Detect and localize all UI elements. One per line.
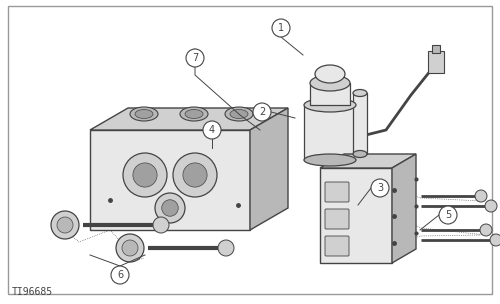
FancyBboxPatch shape <box>325 182 349 202</box>
Circle shape <box>218 240 234 256</box>
FancyBboxPatch shape <box>325 209 349 229</box>
Polygon shape <box>392 154 416 263</box>
Text: 4: 4 <box>209 125 215 135</box>
Circle shape <box>371 179 389 197</box>
Circle shape <box>51 211 79 239</box>
Circle shape <box>155 193 185 223</box>
Bar <box>304 105 356 160</box>
Circle shape <box>186 49 204 67</box>
Ellipse shape <box>353 150 367 157</box>
Ellipse shape <box>180 107 208 121</box>
Text: 2: 2 <box>259 107 265 117</box>
Ellipse shape <box>353 89 367 96</box>
Circle shape <box>183 163 207 187</box>
Ellipse shape <box>310 75 350 91</box>
Text: 3: 3 <box>377 183 383 193</box>
Circle shape <box>123 153 167 197</box>
Ellipse shape <box>230 109 248 119</box>
Ellipse shape <box>185 109 203 119</box>
Circle shape <box>173 153 217 197</box>
Circle shape <box>116 234 144 262</box>
Bar <box>428 51 444 73</box>
Circle shape <box>490 234 500 246</box>
Circle shape <box>162 200 178 216</box>
Bar <box>432 45 440 53</box>
Circle shape <box>439 206 457 224</box>
Ellipse shape <box>304 98 356 112</box>
Circle shape <box>133 163 157 187</box>
Circle shape <box>485 200 497 212</box>
Bar <box>353 93 367 154</box>
Ellipse shape <box>304 154 356 166</box>
Circle shape <box>153 217 169 233</box>
Ellipse shape <box>135 109 153 119</box>
Circle shape <box>272 19 290 37</box>
Text: 1: 1 <box>278 23 284 33</box>
Text: 6: 6 <box>117 270 123 280</box>
Circle shape <box>475 190 487 202</box>
Circle shape <box>57 217 73 233</box>
Text: 7: 7 <box>192 53 198 63</box>
Circle shape <box>253 103 271 121</box>
FancyBboxPatch shape <box>325 236 349 256</box>
Polygon shape <box>320 154 416 168</box>
Polygon shape <box>250 108 288 230</box>
Ellipse shape <box>130 107 158 121</box>
Text: TI96685: TI96685 <box>12 287 53 297</box>
Ellipse shape <box>315 65 345 83</box>
Circle shape <box>111 266 129 284</box>
Text: 5: 5 <box>445 210 451 220</box>
Bar <box>90 130 250 230</box>
Circle shape <box>203 121 221 139</box>
Bar <box>310 83 350 105</box>
Polygon shape <box>90 108 288 130</box>
Circle shape <box>122 240 138 256</box>
Circle shape <box>480 224 492 236</box>
Bar <box>320 168 392 263</box>
Bar <box>356 125 366 145</box>
Ellipse shape <box>225 107 253 121</box>
